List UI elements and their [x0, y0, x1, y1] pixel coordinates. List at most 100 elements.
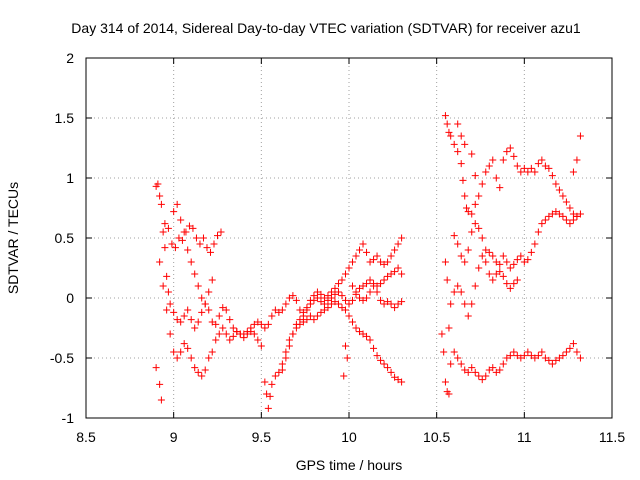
- data-point: [370, 282, 378, 290]
- x-tick-label: 10: [341, 429, 357, 445]
- data-point: [566, 220, 574, 228]
- data-point: [296, 306, 304, 314]
- data-point: [303, 316, 311, 324]
- series-track-b: [156, 258, 406, 412]
- data-point: [450, 348, 458, 356]
- data-point: [212, 320, 220, 328]
- data-point: [285, 342, 293, 350]
- data-point: [538, 156, 546, 164]
- data-point: [499, 156, 507, 164]
- data-point: [485, 270, 493, 278]
- data-point: [210, 240, 218, 248]
- data-point: [531, 168, 539, 176]
- data-point: [506, 144, 514, 152]
- data-point: [352, 252, 360, 260]
- data-point: [266, 392, 274, 400]
- data-point: [552, 180, 560, 188]
- data-point: [534, 160, 542, 168]
- data-point: [503, 148, 511, 156]
- data-point: [569, 210, 577, 218]
- data-point: [531, 240, 539, 248]
- data-point: [471, 368, 479, 376]
- data-point: [527, 248, 535, 256]
- data-point: [177, 216, 185, 224]
- data-point: [503, 280, 511, 288]
- data-point: [566, 204, 574, 212]
- data-point: [247, 328, 255, 336]
- data-point: [240, 334, 248, 342]
- data-point: [510, 152, 518, 160]
- data-point: [541, 216, 549, 224]
- data-point: [384, 298, 392, 306]
- data-point: [569, 216, 577, 224]
- data-point: [457, 160, 465, 168]
- data-point: [184, 306, 192, 314]
- data-point: [384, 272, 392, 280]
- data-point: [191, 324, 199, 332]
- data-point: [334, 300, 342, 308]
- data-point: [394, 264, 402, 272]
- data-point: [517, 252, 525, 260]
- data-point: [573, 156, 581, 164]
- data-point: [440, 348, 448, 356]
- data-point: [196, 240, 204, 248]
- data-point: [345, 300, 353, 308]
- data-point: [205, 288, 213, 296]
- data-point: [185, 222, 193, 230]
- data-point: [164, 224, 172, 232]
- data-point: [177, 318, 185, 326]
- data-point: [447, 132, 455, 140]
- data-point: [173, 354, 181, 362]
- data-point: [552, 356, 560, 364]
- data-point: [545, 164, 553, 172]
- data-point: [292, 320, 300, 328]
- data-point: [485, 248, 493, 256]
- data-point: [299, 308, 307, 316]
- data-point: [363, 332, 371, 340]
- data-point: [201, 366, 209, 374]
- data-point: [226, 316, 234, 324]
- series-track-e: [441, 112, 584, 220]
- data-point: [170, 208, 178, 216]
- data-point: [478, 234, 486, 242]
- data-point: [548, 172, 556, 180]
- data-point: [510, 348, 518, 356]
- data-point: [194, 368, 202, 376]
- data-point: [356, 294, 364, 302]
- data-point: [327, 294, 335, 302]
- data-point: [454, 240, 462, 248]
- data-point: [250, 330, 258, 338]
- data-point: [275, 308, 283, 316]
- data-point: [450, 140, 458, 148]
- data-point: [343, 354, 351, 362]
- data-point: [352, 288, 360, 296]
- data-point: [264, 404, 272, 412]
- y-tick-label: 1.5: [55, 110, 75, 126]
- data-point: [173, 200, 181, 208]
- data-point: [482, 372, 490, 380]
- data-point: [194, 318, 202, 326]
- data-point: [254, 318, 262, 326]
- data-point: [170, 308, 178, 316]
- data-point: [513, 352, 521, 360]
- data-point: [359, 240, 367, 248]
- data-point: [184, 344, 192, 352]
- data-point: [349, 282, 357, 290]
- data-point: [168, 240, 176, 248]
- data-point: [468, 228, 476, 236]
- data-point: [506, 284, 514, 292]
- data-point: [191, 270, 199, 278]
- data-point: [257, 342, 265, 350]
- data-point: [478, 252, 486, 260]
- data-point: [510, 280, 518, 288]
- data-point: [373, 288, 381, 296]
- data-point: [534, 352, 542, 360]
- data-point: [219, 324, 227, 332]
- data-point: [576, 210, 584, 218]
- data-point: [341, 270, 349, 278]
- data-point: [398, 234, 406, 242]
- data-point: [299, 318, 307, 326]
- data-point: [261, 324, 269, 332]
- data-point: [475, 372, 483, 380]
- data-point: [250, 320, 258, 328]
